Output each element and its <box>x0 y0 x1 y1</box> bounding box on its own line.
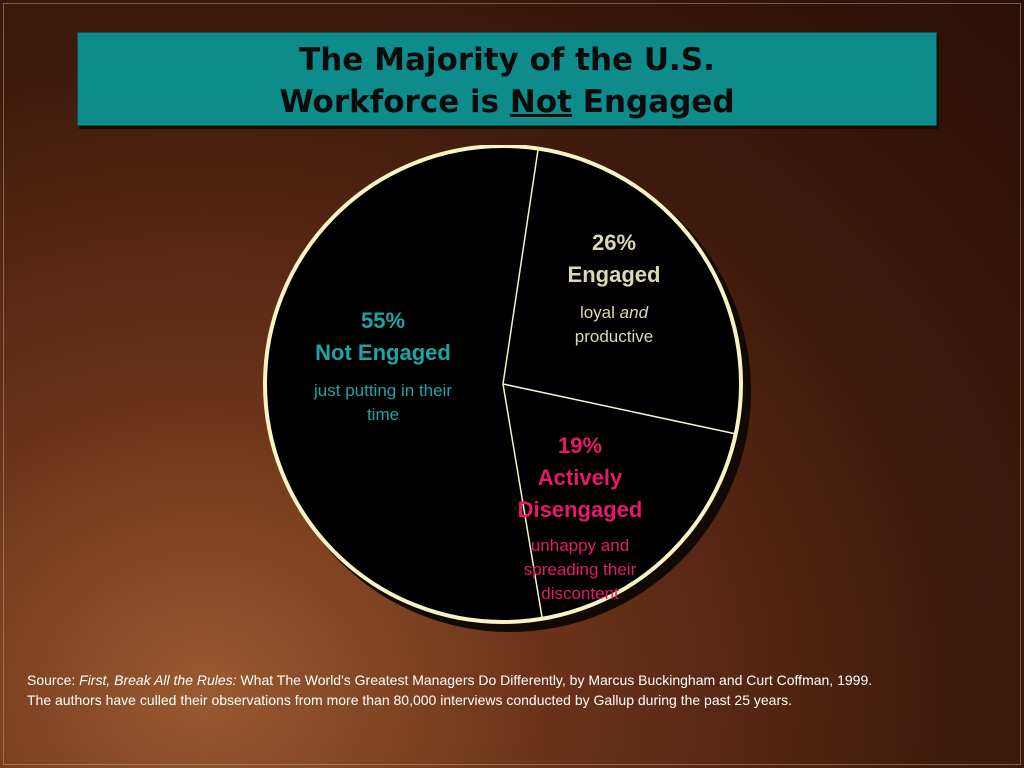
pie-divider-3 <box>502 383 544 619</box>
pie-slice-engaged <box>503 148 741 434</box>
pie-slice-not_engaged <box>265 146 543 623</box>
pct-disengaged: 19% <box>557 433 603 458</box>
source-note: Source: First, Break All the Rules: What… <box>27 670 1017 710</box>
title-emphasis: Not <box>509 84 572 120</box>
source-rest: What The World's Greatest Managers Do Di… <box>240 672 873 688</box>
desc-engaged-plain: loyal <box>579 303 615 322</box>
pie-outline <box>263 145 743 624</box>
desc-engaged-2: productive <box>574 327 654 346</box>
pie-divider-1 <box>502 148 539 385</box>
pie-slices <box>265 146 741 623</box>
name-engaged: Engaged <box>567 262 661 287</box>
pie-rim <box>263 145 743 624</box>
title-line-2: Workforce is Not Engaged <box>78 81 936 123</box>
pie-divider-2 <box>502 383 736 435</box>
pie-slice-disengaged <box>503 384 736 619</box>
title-prefix: Workforce is <box>279 84 500 120</box>
source-line-1: Source: First, Break All the Rules: What… <box>27 670 1017 690</box>
pct-engaged: 26% <box>591 230 637 255</box>
pie-dividers <box>502 148 736 619</box>
desc-disengaged-1: unhappy and <box>530 536 630 555</box>
desc-engaged-italic: and <box>619 303 649 322</box>
title-line-1: The Majority of the U.S. <box>299 42 715 78</box>
title-suffix: Engaged <box>582 84 735 120</box>
desc-engaged-1: loyal and <box>534 301 694 325</box>
desc-disengaged-3: discontent <box>541 584 619 603</box>
name-not-engaged: Not Engaged <box>315 340 451 365</box>
source-prefix: Source: <box>27 672 76 688</box>
desc-not-engaged-1: just putting in their <box>314 381 452 400</box>
label-engaged: 26% Engaged loyal and productive <box>534 227 694 349</box>
desc-disengaged-2: spreading their <box>523 560 637 579</box>
source-line-2: The authors have culled their observatio… <box>27 692 792 708</box>
slide-title: The Majority of the U.S. Workforce is No… <box>77 32 937 126</box>
name-disengaged-1: Actively <box>537 465 623 490</box>
desc-not-engaged-2: time <box>366 405 400 424</box>
source-book: First, Break All the Rules: <box>79 672 237 688</box>
pct-not-engaged: 55% <box>360 308 406 333</box>
label-disengaged: 19% Actively Disengaged unhappy and spre… <box>495 430 665 606</box>
name-disengaged-2: Disengaged <box>517 497 643 522</box>
label-not-engaged: 55% Not Engaged just putting in their ti… <box>283 305 483 427</box>
slide-frame <box>3 3 1021 765</box>
pie-chart <box>263 145 751 632</box>
